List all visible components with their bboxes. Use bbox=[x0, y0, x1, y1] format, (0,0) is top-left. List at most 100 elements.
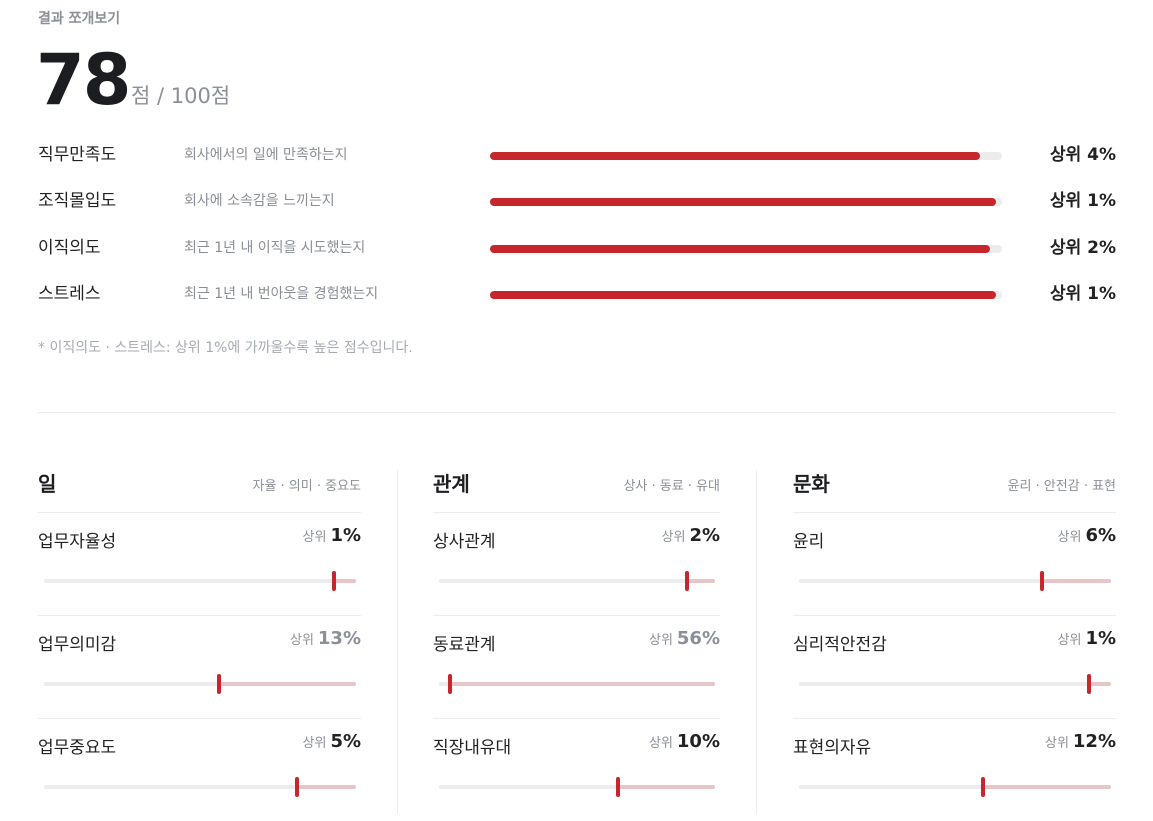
rank-gauge bbox=[799, 777, 1111, 797]
sub-metric-rank: 상위 1% bbox=[303, 525, 361, 546]
rank-gauge bbox=[439, 777, 715, 797]
rank-gauge bbox=[799, 571, 1111, 591]
gauge-top-segment bbox=[1089, 682, 1111, 686]
gauge-top-segment bbox=[618, 785, 715, 789]
gauge-top-segment bbox=[450, 682, 715, 686]
metric-rank: 상위 1% bbox=[1049, 284, 1116, 304]
gauge-marker bbox=[685, 571, 690, 591]
category-subtitle: 자율 · 의미 · 중요도 bbox=[252, 479, 361, 494]
sub-metric-name: 업무의미감 bbox=[38, 635, 117, 655]
gauge-top-segment bbox=[218, 682, 356, 686]
rank-label: 상위 bbox=[1057, 530, 1082, 545]
sub-metric-name: 동료관계 bbox=[433, 635, 496, 655]
rank-value: 13% bbox=[317, 628, 361, 649]
category-title: 관계 bbox=[433, 472, 470, 496]
metric-bar bbox=[490, 152, 1002, 160]
rank-value: 56% bbox=[676, 628, 720, 649]
sub-metric-name: 윤리 bbox=[793, 532, 825, 552]
sub-metric-name: 업무중요도 bbox=[38, 738, 117, 758]
sub-metric-name: 표현의자유 bbox=[793, 738, 872, 758]
gauge-top-segment bbox=[334, 579, 356, 583]
sub-metric-name: 직장내유대 bbox=[433, 738, 512, 758]
rank-value: 5% bbox=[330, 731, 361, 752]
category-relationships: 관계 상사 · 동료 · 유대 상사관계 상위 2% 동료관계 상위 56% 직장내… bbox=[433, 466, 720, 814]
sub-metric-job-autonomy: 업무자율성 상위 1% bbox=[38, 513, 361, 616]
rank-label: 상위 bbox=[1057, 633, 1082, 648]
metric-name: 스트레스 bbox=[38, 284, 101, 304]
metric-name: 이직의도 bbox=[38, 238, 101, 258]
metric-bar-fill bbox=[490, 198, 996, 206]
rank-gauge bbox=[44, 571, 356, 591]
rank-gauge bbox=[44, 674, 356, 694]
gauge-marker bbox=[981, 777, 986, 797]
sub-metric-job-importance: 업무중요도 상위 5% bbox=[38, 719, 361, 821]
rank-value: 10% bbox=[676, 731, 720, 752]
gauge-marker bbox=[1040, 571, 1045, 591]
rank-gauge bbox=[44, 777, 356, 797]
footnote: * 이직의도 · 스트레스: 상위 1%에 가까울수록 높은 점수입니다. bbox=[38, 340, 413, 356]
rank-label: 상위 bbox=[302, 736, 327, 751]
category-header: 관계 상사 · 동료 · 유대 bbox=[433, 466, 720, 513]
sub-metric-psychological-safety: 심리적안전감 상위 1% bbox=[793, 616, 1116, 719]
metric-description: 회사에서의 일에 만족하는지 bbox=[184, 147, 348, 163]
rank-value: 1% bbox=[1085, 628, 1116, 649]
metric-bar bbox=[490, 245, 1002, 253]
metric-name: 직무만족도 bbox=[38, 145, 117, 165]
rank-value: 12% bbox=[1072, 731, 1116, 752]
metric-rank: 상위 2% bbox=[1049, 238, 1116, 258]
section-divider bbox=[38, 412, 1116, 413]
metric-bar-fill bbox=[490, 152, 980, 160]
sub-metric-manager-relation: 상사관계 상위 2% bbox=[433, 513, 720, 616]
score-value: 78 bbox=[36, 39, 131, 121]
rank-gauge bbox=[439, 674, 715, 694]
sub-metric-rank: 상위 5% bbox=[303, 731, 361, 752]
metric-rank: 상위 4% bbox=[1049, 145, 1116, 165]
sub-metric-rank: 상위 10% bbox=[649, 731, 720, 752]
gauge-top-segment bbox=[296, 785, 356, 789]
metric-bar-fill bbox=[490, 245, 991, 253]
gauge-marker bbox=[332, 571, 337, 591]
category-work: 일 자율 · 의미 · 중요도 업무자율성 상위 1% 업무의미감 상위 13% 업… bbox=[38, 466, 361, 814]
sub-metric-job-meaning: 업무의미감 상위 13% bbox=[38, 616, 361, 719]
gauge-marker bbox=[448, 674, 453, 694]
rank-gauge bbox=[439, 571, 715, 591]
metric-bar bbox=[490, 198, 1002, 206]
metric-description: 최근 1년 내 번아웃을 경험했는지 bbox=[184, 286, 379, 302]
category-subtitle: 상사 · 동료 · 유대 bbox=[623, 479, 720, 494]
metric-row-job-satisfaction: 직무만족도 회사에서의 일에 만족하는지 상위 4% bbox=[38, 140, 1116, 170]
column-divider bbox=[756, 470, 757, 814]
sub-metric-name: 상사관계 bbox=[433, 532, 496, 552]
sub-metric-workplace-bond: 직장내유대 상위 10% bbox=[433, 719, 720, 821]
metric-name: 조직몰입도 bbox=[38, 191, 117, 211]
rank-value: 6% bbox=[1085, 525, 1116, 546]
rank-label: 상위 bbox=[1044, 736, 1069, 751]
category-header: 문화 윤리 · 안전감 · 표현 bbox=[793, 466, 1116, 513]
gauge-marker bbox=[294, 777, 299, 797]
category-title: 일 bbox=[38, 472, 57, 496]
sub-metric-rank: 상위 6% bbox=[1058, 525, 1116, 546]
score-suffix: 점 / 100점 bbox=[131, 84, 231, 108]
category-subtitle: 윤리 · 안전감 · 표현 bbox=[1007, 479, 1116, 494]
rank-gauge bbox=[799, 674, 1111, 694]
sub-metric-rank: 상위 12% bbox=[1045, 731, 1116, 752]
rank-label: 상위 bbox=[289, 633, 314, 648]
gauge-marker bbox=[616, 777, 621, 797]
rank-label: 상위 bbox=[661, 530, 686, 545]
metric-row-commitment: 조직몰입도 회사에 소속감을 느끼는지 상위 1% bbox=[38, 186, 1116, 216]
category-header: 일 자율 · 의미 · 중요도 bbox=[38, 466, 361, 513]
section-title: 결과 쪼개보기 bbox=[38, 11, 121, 27]
gauge-top-segment bbox=[1042, 579, 1111, 583]
metric-rank: 상위 1% bbox=[1049, 191, 1116, 211]
rank-label: 상위 bbox=[648, 736, 673, 751]
column-divider bbox=[397, 470, 398, 814]
sub-metric-rank: 상위 2% bbox=[662, 525, 720, 546]
rank-label: 상위 bbox=[302, 530, 327, 545]
gauge-marker bbox=[1087, 674, 1092, 694]
sub-metric-freedom-of-expression: 표현의자유 상위 12% bbox=[793, 719, 1116, 821]
metric-bar bbox=[490, 291, 1002, 299]
metric-row-stress: 스트레스 최근 1년 내 번아웃을 경험했는지 상위 1% bbox=[38, 279, 1116, 309]
rank-value: 2% bbox=[689, 525, 720, 546]
sub-metric-peer-relation: 동료관계 상위 56% bbox=[433, 616, 720, 719]
metric-description: 최근 1년 내 이직을 시도했는지 bbox=[184, 240, 366, 256]
metric-bar-fill bbox=[490, 291, 996, 299]
